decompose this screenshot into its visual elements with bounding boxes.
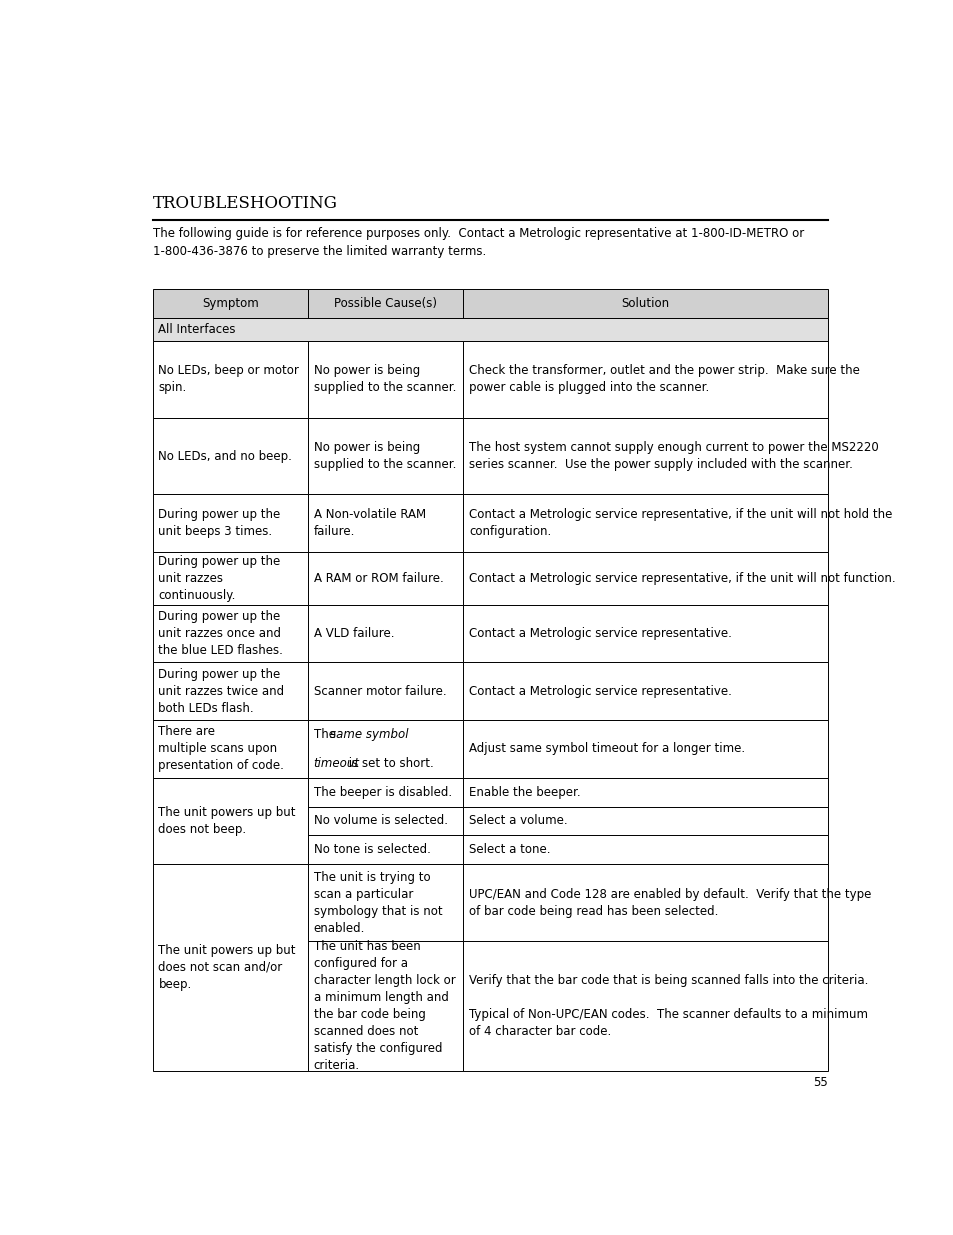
Text: No power is being
supplied to the scanner.: No power is being supplied to the scanne… [314,441,456,471]
Text: No tone is selected.: No tone is selected. [314,844,430,856]
Text: Contact a Metrologic service representative.: Contact a Metrologic service representat… [469,627,731,640]
Bar [308,417,462,494]
Bar [152,864,308,1071]
Text: Contact a Metrologic service representative, if the unit will not function.: Contact a Metrologic service representat… [469,572,895,585]
Bar [308,835,462,864]
Bar [152,720,308,778]
Bar [462,605,826,662]
Bar [152,662,308,720]
Bar [462,835,826,864]
Text: TROUBLESHOOTING: TROUBLESHOOTING [152,195,337,212]
Text: The unit powers up but
does not scan and/or
beep.: The unit powers up but does not scan and… [158,944,295,990]
Bar [308,806,462,835]
Text: The unit is trying to
scan a particular
symbology that is not
enabled.: The unit is trying to scan a particular … [314,871,442,935]
Text: 55: 55 [812,1076,826,1088]
Bar [462,494,826,552]
Bar [152,289,308,317]
Bar [152,341,308,417]
Bar [152,494,308,552]
Text: Adjust same symbol timeout for a longer time.: Adjust same symbol timeout for a longer … [469,742,744,756]
Bar [308,289,462,317]
Text: No LEDs, beep or motor
spin.: No LEDs, beep or motor spin. [158,364,299,394]
Bar [308,778,462,806]
Text: No LEDs, and no beep.: No LEDs, and no beep. [158,450,292,463]
Bar [462,417,826,494]
Text: During power up the
unit beeps 3 times.: During power up the unit beeps 3 times. [158,509,280,538]
Text: The host system cannot supply enough current to power the MS2220
series scanner.: The host system cannot supply enough cur… [469,441,878,471]
Bar [462,552,826,605]
Bar [308,864,462,941]
Text: Select a tone.: Select a tone. [469,844,550,856]
Text: Possible Cause(s): Possible Cause(s) [334,296,436,310]
Text: UPC/EAN and Code 128 are enabled by default.  Verify that the type
of bar code b: UPC/EAN and Code 128 are enabled by defa… [469,888,870,918]
Bar [308,941,462,1071]
Text: Contact a Metrologic service representative, if the unit will not hold the
confi: Contact a Metrologic service representat… [469,509,891,538]
Text: A RAM or ROM failure.: A RAM or ROM failure. [314,572,443,585]
Text: The: The [314,727,339,741]
Bar [308,552,462,605]
Bar [152,605,308,662]
Text: A Non-volatile RAM
failure.: A Non-volatile RAM failure. [314,509,425,538]
Bar [462,778,826,806]
Text: The following guide is for reference purposes only.  Contact a Metrologic repres: The following guide is for reference pur… [152,227,803,258]
Text: Verify that the bar code that is being scanned falls into the criteria.

Typical: Verify that the bar code that is being s… [469,974,867,1037]
Text: Contact a Metrologic service representative.: Contact a Metrologic service representat… [469,684,731,698]
Text: Enable the beeper.: Enable the beeper. [469,785,580,799]
Bar [308,341,462,417]
Text: Solution: Solution [620,296,669,310]
Bar [308,605,462,662]
Text: The unit has been
configured for a
character length lock or
a minimum length and: The unit has been configured for a chara… [314,940,455,1072]
Text: Check the transformer, outlet and the power strip.  Make sure the
power cable is: Check the transformer, outlet and the po… [469,364,859,394]
Text: Select a volume.: Select a volume. [469,814,567,827]
Text: During power up the
unit razzes once and
the blue LED flashes.: During power up the unit razzes once and… [158,610,283,657]
Bar [152,778,308,864]
Text: Scanner motor failure.: Scanner motor failure. [314,684,446,698]
Text: There are
multiple scans upon
presentation of code.: There are multiple scans upon presentati… [158,725,284,772]
Text: During power up the
unit razzes twice and
both LEDs flash.: During power up the unit razzes twice an… [158,668,284,715]
Bar [152,317,826,341]
Bar [308,662,462,720]
Text: All Interfaces: All Interfaces [158,322,235,336]
Bar [462,806,826,835]
Text: During power up the
unit razzes
continuously.: During power up the unit razzes continuo… [158,555,280,601]
Text: is set to short.: is set to short. [344,757,433,769]
Bar [462,341,826,417]
Text: No power is being
supplied to the scanner.: No power is being supplied to the scanne… [314,364,456,394]
Bar [462,289,826,317]
Bar [308,494,462,552]
Text: Symptom: Symptom [202,296,258,310]
Bar [152,417,308,494]
Bar [462,864,826,941]
Text: The beeper is disabled.: The beeper is disabled. [314,785,452,799]
Text: timeout: timeout [314,757,359,769]
Bar [462,662,826,720]
Text: A VLD failure.: A VLD failure. [314,627,394,640]
Bar [308,720,462,778]
Bar [462,720,826,778]
Bar [462,941,826,1071]
Text: same symbol: same symbol [330,727,408,741]
Text: The unit powers up but
does not beep.: The unit powers up but does not beep. [158,806,295,836]
Bar [152,552,308,605]
Text: No volume is selected.: No volume is selected. [314,814,447,827]
